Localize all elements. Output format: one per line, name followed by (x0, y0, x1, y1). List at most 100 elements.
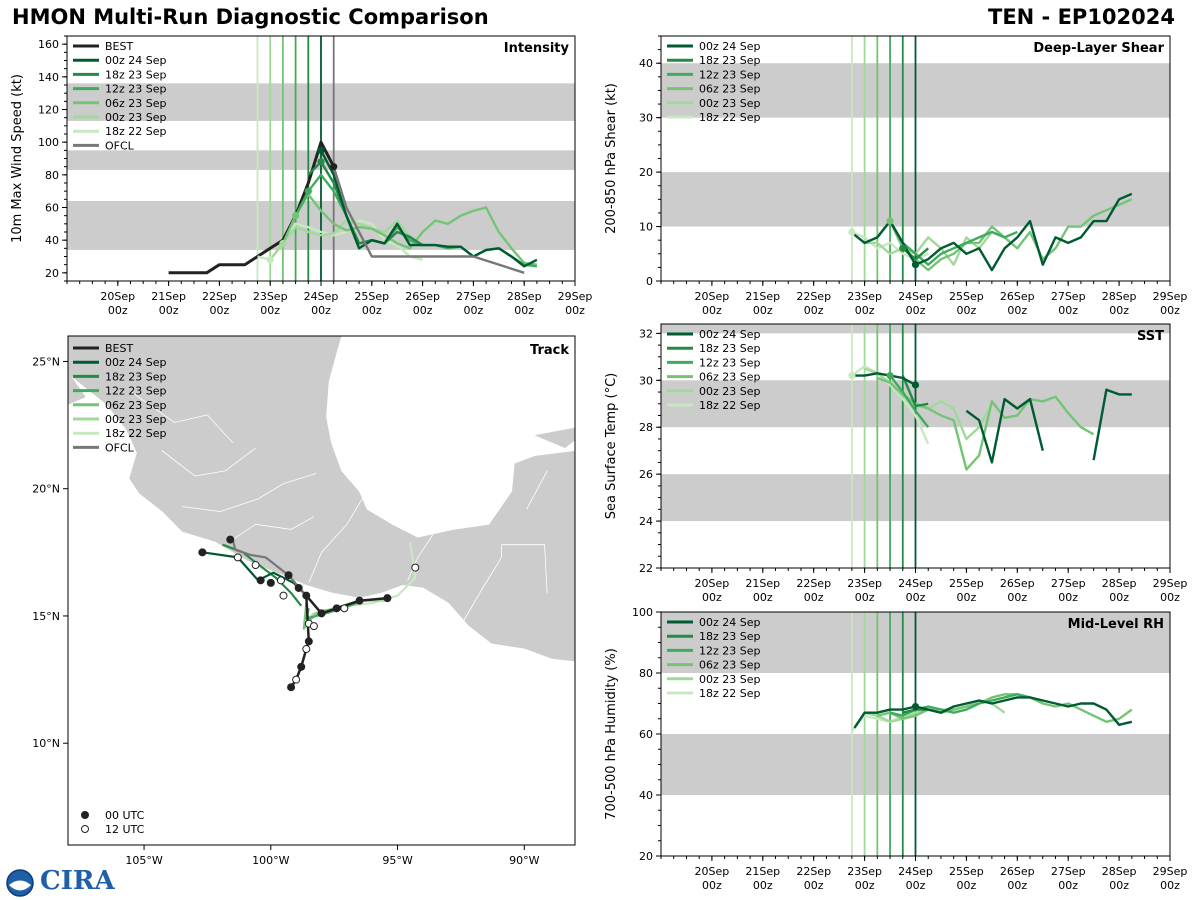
y-tick-label: 32 (639, 327, 653, 340)
x-tick-label: 22Sep 00z (796, 577, 831, 604)
legend-label-18z-22-sep: 18z 22 Sep (699, 111, 761, 124)
legend-label-12z-23-sep: 12z 23 Sep (105, 385, 167, 398)
y-axis-label: 700-500 hPa Humidity (%) (604, 648, 619, 820)
legend-label-06z-23-sep: 06z 23 Sep (699, 659, 761, 672)
legend-label-best: BEST (105, 342, 133, 355)
x-tick-label: 26Sep 00z (1000, 865, 1035, 892)
state-border-4 (308, 498, 363, 584)
marker-00z-24-sep (911, 381, 920, 389)
point-00utc (297, 662, 306, 671)
point-00utc (226, 535, 235, 544)
marker-best (330, 163, 338, 171)
legend-label-00z-24-sep: 00z 24 Sep (699, 616, 761, 629)
series-group (168, 140, 538, 275)
series-ofcl (332, 166, 525, 274)
y-tick-label: 40 (45, 234, 59, 247)
series-12z-23-sep (889, 220, 1018, 266)
point-12utc (251, 561, 260, 570)
legend-label-12z-23-sep: 12z 23 Sep (699, 644, 761, 657)
legend-label-ofcl: OFCL (105, 139, 135, 152)
panel-title: SST (1137, 329, 1164, 344)
y-tick-label: 100 (632, 606, 653, 619)
series-06z-23-sep (877, 693, 1133, 723)
y-tick-label: 100 (38, 136, 59, 149)
x-tick-label: 20Sep 00z (100, 290, 135, 317)
panel-title: Mid-Level RH (1068, 617, 1164, 632)
y-tick-label: 10 (639, 221, 653, 234)
point-12utc (279, 591, 288, 600)
legend-label-06z-23-sep: 06z 23 Sep (105, 97, 167, 110)
marker-18z-23-sep (899, 244, 907, 252)
state-border-7 (501, 544, 548, 594)
legend-label-00z-23-sep: 00z 23 Sep (699, 385, 761, 398)
x-tick-label: 22Sep 00z (202, 290, 237, 317)
x-tick-label: 24Sep 00z (304, 290, 339, 317)
legend-label-18z-23-sep: 18z 23 Sep (699, 630, 761, 643)
series-00z-24-sep (854, 372, 1132, 464)
lon-tick-label: 105°W (125, 854, 162, 867)
state-border-5 (407, 534, 434, 581)
y-tick-label: 26 (639, 468, 653, 481)
point-00utc (287, 683, 296, 692)
y-tick-label: 22 (639, 562, 653, 575)
lat-tick-label: 15°N (32, 610, 60, 623)
track-map: 105°W 100°W 95°W 90°W 10°N 15°N 20°N 25°N Track B… (32, 335, 576, 867)
marker-legend-12-utc (81, 825, 89, 833)
x-tick-label: 28Sep 00z (507, 290, 542, 317)
legend-label-18z-23-sep: 18z 23 Sep (105, 68, 167, 81)
series-06z-23-sep (281, 193, 538, 266)
legend-label-18z-22-sep: 18z 22 Sep (699, 399, 761, 412)
shear-chart: 0 10 20 30 40 20Sep 00z 21Sep 00z 22Sep 00z 23Sep 00… (604, 35, 1187, 317)
marker-legend-00-utc (81, 811, 89, 819)
x-tick-label: 23Sep 00z (253, 290, 288, 317)
noaa-logo-icon (6, 869, 34, 897)
legend-label-00z-24-sep: 00z 24 Sep (105, 54, 167, 67)
state-border-1 (161, 447, 256, 477)
legend-label-18z-22-sep: 18z 22 Sep (699, 687, 761, 700)
x-tick-label: 21Sep 00z (151, 290, 186, 317)
legend-label-18z-22-sep: 18z 22 Sep (105, 427, 167, 440)
x-tick-label: 29Sep 00z (1153, 577, 1188, 604)
rh-chart: 20 40 60 80 100 20Sep 00z 21Sep 00z 22Sep 00z 23Sep… (604, 606, 1187, 892)
lat-tick-label: 10°N (32, 737, 60, 750)
x-tick-label: 21Sep 00z (745, 577, 780, 604)
x-tick-label: 28Sep 00z (1102, 290, 1137, 317)
series-group (848, 192, 1133, 272)
y-axis-label: Sea Surface Temp (°C) (604, 373, 619, 520)
legend-label-00z-23-sep: 00z 23 Sep (105, 413, 167, 426)
point-12utc (233, 553, 242, 562)
point-00utc (383, 594, 392, 603)
storm-id: TEN - EP102024 (988, 5, 1175, 29)
point-00utc (198, 548, 207, 557)
marker-18z-22-sep (266, 256, 274, 264)
marker-18z-22-sep (848, 228, 856, 236)
y-tick-label: 20 (45, 267, 59, 280)
series-group (850, 693, 1133, 732)
legend-label-18z-22-sep: 18z 22 Sep (105, 125, 167, 138)
y-tick-label: 80 (639, 667, 653, 680)
lon-tick-label: 100°W (252, 854, 289, 867)
point-12utc (309, 622, 318, 631)
legend-label-18z-23-sep: 18z 23 Sep (699, 342, 761, 355)
y-tick-label: 40 (639, 57, 653, 70)
legend-label-12z-23-sep: 12z 23 Sep (699, 356, 761, 369)
x-tick-label: 24Sep 00z (898, 865, 933, 892)
x-tick-label: 25Sep 00z (949, 290, 984, 317)
x-tick-label: 23Sep 00z (847, 865, 882, 892)
y-tick-label: 30 (639, 112, 653, 125)
x-tick-label: 28Sep 00z (1102, 865, 1137, 892)
y-tick-label: 40 (639, 789, 653, 802)
legend-label-18z-23-sep: 18z 23 Sep (105, 370, 167, 383)
marker-00z-24-sep (911, 261, 920, 269)
map-frame (67, 335, 576, 846)
point-00utc (294, 583, 303, 592)
y-axis-label: 10m Max Wind Speed (kt) (10, 74, 25, 243)
x-tick-label: 20Sep 00z (695, 577, 730, 604)
x-tick-label: 25Sep 00z (949, 577, 984, 604)
x-tick-label: 20Sep 00z (695, 865, 730, 892)
x-tick-label: 23Sep 00z (847, 577, 882, 604)
series-group (848, 365, 1132, 471)
x-tick-label: 25Sep 00z (354, 290, 389, 317)
x-tick-label: 26Sep 00z (405, 290, 440, 317)
legend-label-18z-23-sep: 18z 23 Sep (699, 54, 761, 67)
